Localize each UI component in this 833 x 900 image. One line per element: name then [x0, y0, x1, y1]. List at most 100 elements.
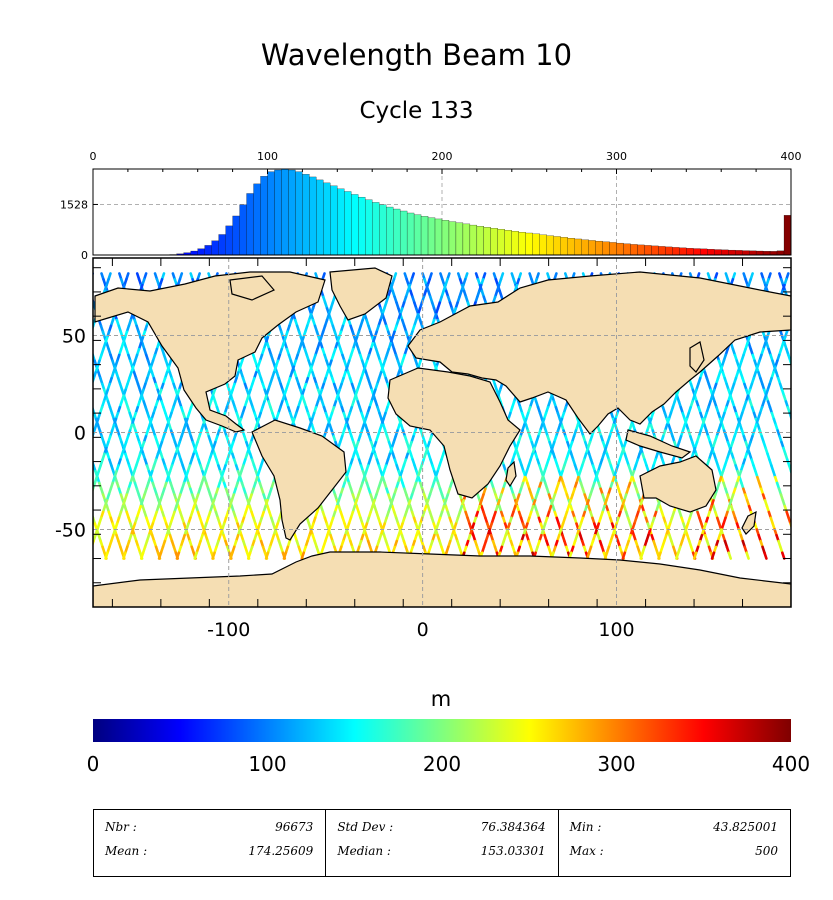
track-segment [88, 448, 90, 454]
track-segment [801, 448, 803, 454]
track-segment [73, 349, 75, 355]
track-segment [71, 495, 73, 501]
track-segment [38, 489, 40, 495]
histogram-bar [358, 196, 366, 256]
track-segment [28, 303, 30, 309]
track-segment [803, 506, 805, 512]
histogram-bar [776, 250, 785, 256]
track-segment [55, 489, 57, 495]
track-segment [28, 355, 30, 361]
track-segment [794, 425, 796, 431]
track-segment [282, 551, 288, 560]
track-segment [808, 524, 810, 530]
track-segment [37, 401, 39, 407]
track-segment [10, 465, 12, 471]
track-segment [57, 431, 59, 437]
track-segment [104, 551, 109, 560]
track-segment [30, 512, 32, 518]
track-segment [1, 436, 3, 442]
track-segment [805, 460, 807, 466]
track-segment [9, 413, 11, 419]
track-segment [29, 378, 31, 384]
track-segment [33, 396, 35, 402]
track-segment [799, 279, 801, 285]
track-segment [4, 535, 6, 541]
chart-subtitle: Cycle 133 [359, 98, 474, 124]
track-segment [17, 442, 19, 448]
land-masses [93, 267, 791, 607]
map-x-tick-label: 0 [417, 619, 429, 641]
track-segment [49, 454, 51, 460]
track-segment [823, 297, 825, 303]
histogram-bar [504, 230, 512, 256]
track-segment [16, 553, 18, 559]
track-segment [58, 303, 60, 309]
track-segment [804, 349, 806, 355]
histogram-bar [658, 246, 666, 256]
track-segment [19, 384, 21, 390]
track-segment [36, 332, 38, 338]
track-segment [67, 547, 69, 553]
track-segment [175, 551, 181, 560]
histogram-bar [721, 249, 729, 256]
track-segment [69, 390, 71, 396]
track-segment [805, 297, 807, 303]
histogram-bar [644, 245, 652, 256]
track-segment [36, 547, 38, 553]
track-segment [32, 332, 34, 338]
histogram-bar [232, 215, 240, 256]
track-segment [816, 332, 818, 338]
track-segment [829, 477, 831, 483]
histogram-bar [574, 238, 582, 256]
track-segment [44, 477, 46, 483]
track-segment [30, 274, 32, 280]
track-segment [19, 401, 21, 407]
track-segment [60, 419, 62, 425]
track-segment [35, 442, 37, 448]
histogram-bar [748, 250, 757, 256]
track-segment [48, 349, 50, 355]
histogram-bar [616, 242, 624, 256]
track-segment [820, 396, 822, 402]
histogram-bar [351, 194, 359, 256]
track-segment [61, 314, 63, 320]
land-arctic-islands [229, 275, 275, 301]
track-segment [794, 535, 796, 541]
track-segment [56, 297, 58, 303]
track-segment [53, 343, 55, 349]
track-segment [57, 355, 59, 361]
track-segment [27, 413, 29, 419]
track-segment [17, 279, 19, 285]
colorbar-gradient [93, 719, 791, 742]
track-segment [23, 425, 25, 431]
track-segment [71, 279, 73, 285]
track-segment [54, 454, 56, 460]
track-segment [44, 361, 46, 367]
track-segment [36, 495, 38, 501]
track-segment [85, 506, 87, 512]
track-segment [0, 279, 2, 285]
track-segment [24, 477, 26, 483]
track-segment [66, 512, 68, 518]
track-segment [797, 274, 799, 280]
track-segment [46, 483, 48, 489]
track-segment [26, 524, 28, 530]
histogram-bar [344, 191, 352, 256]
track-segment [18, 547, 20, 553]
track-segment [798, 291, 800, 297]
histogram-bar [630, 244, 638, 256]
track-segment [264, 551, 270, 560]
track-segment [0, 291, 2, 297]
track-segment [13, 401, 15, 407]
track-segment [82, 407, 84, 413]
track-segment [35, 343, 37, 349]
track-segment [800, 337, 802, 343]
track-segment [16, 337, 18, 343]
track-segment [795, 303, 797, 309]
track-segment [818, 553, 820, 559]
track-segment [10, 518, 12, 524]
track-segment [821, 454, 823, 460]
track-segment [13, 384, 15, 390]
histogram-bar [399, 210, 408, 256]
track-segment [84, 274, 86, 280]
